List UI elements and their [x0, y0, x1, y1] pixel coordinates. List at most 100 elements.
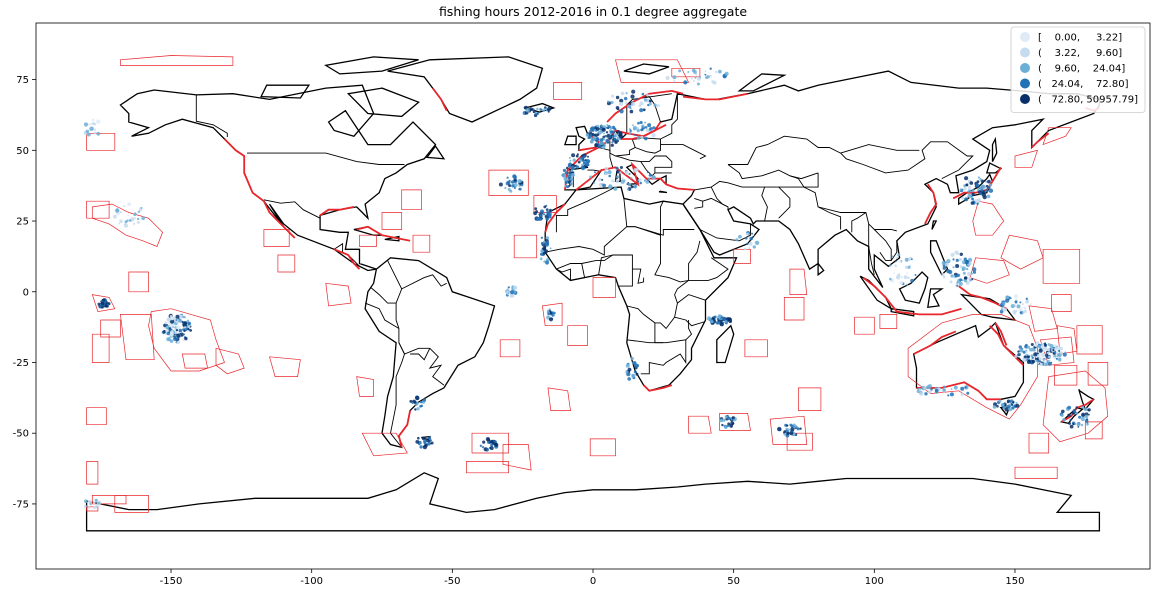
fishing-point [590, 140, 594, 144]
fishing-point [955, 274, 958, 278]
fishing-point [732, 422, 735, 425]
fishing-point [506, 290, 509, 294]
fishing-point [542, 252, 546, 255]
fishing-point [1043, 343, 1048, 347]
fishing-point [543, 213, 546, 216]
fishing-point [1010, 403, 1014, 406]
fishing-cluster-trindade [505, 285, 518, 298]
fishing-point [580, 156, 584, 160]
fishing-point [1015, 403, 1020, 408]
fishing-point [1018, 353, 1021, 356]
fishing-point [1044, 362, 1049, 367]
eez-samoa [100, 319, 121, 338]
axes: -150 -100 -50 0 50 100 150 75 50 25 0 -25 -50 -75 [13, 75, 1025, 587]
fishing-point [182, 316, 185, 319]
fishing-point [709, 67, 712, 70]
fishing-point [542, 108, 546, 112]
fishing-point [97, 302, 101, 306]
fishing-point [1038, 357, 1042, 361]
fishing-point [594, 128, 597, 131]
fishing-point [894, 264, 897, 268]
fishing-point [1078, 415, 1082, 419]
fishing-point [794, 425, 798, 428]
fishing-point [988, 188, 994, 193]
fishing-point [894, 260, 897, 263]
fishing-point [1030, 354, 1034, 358]
fishing-point [890, 255, 893, 258]
fishing-point [926, 385, 931, 390]
fishing-point [777, 426, 782, 432]
fishing-point [1064, 351, 1067, 354]
fishing-point [965, 183, 969, 187]
fishing-point [959, 278, 963, 282]
eez-pitcairn [215, 347, 245, 375]
fishing-point [979, 178, 982, 181]
fishing-point [539, 108, 543, 111]
fishing-point [647, 123, 652, 128]
eez-kuril [1014, 149, 1039, 168]
land-novaya-zemlya [737, 73, 787, 92]
fishing-point [561, 173, 567, 178]
fishing-point [999, 309, 1004, 314]
fishing-point [96, 119, 101, 124]
fishing-point [964, 277, 967, 280]
fishing-point [124, 220, 128, 224]
fishing-point [182, 322, 187, 327]
fishing-point [724, 71, 729, 76]
fishing-point [411, 402, 414, 404]
fishing-point [619, 134, 623, 139]
fishing-point [1021, 303, 1024, 306]
fishing-point [429, 439, 432, 442]
eez-coast-pacific-isl [958, 285, 1007, 310]
x-tick-label: -100 [300, 576, 323, 587]
eez-coast-aus-north [913, 330, 957, 355]
fishing-point [969, 279, 972, 282]
fishing-point [1025, 297, 1029, 300]
fishing-point [91, 122, 95, 126]
eez-vanuatu [1056, 325, 1078, 355]
fishing-point [587, 155, 589, 158]
fishing-point [133, 222, 136, 225]
fishing-point [536, 113, 539, 116]
fishing-point [83, 122, 89, 127]
eez-amsterdam [798, 387, 822, 411]
fishing-point [1047, 343, 1051, 346]
fishing-point [544, 260, 550, 265]
fishing-point [544, 106, 547, 109]
eez-revillagigedo [263, 229, 290, 247]
fishing-cluster-baltic [628, 120, 656, 141]
border-me-3 [702, 197, 729, 210]
fishing-point [567, 165, 570, 168]
fishing-point [629, 109, 634, 114]
fishing-point [899, 280, 904, 285]
eez-coast-morocco [544, 203, 566, 233]
eez-cape-verde [513, 234, 538, 259]
fishing-point [518, 188, 520, 191]
fishing-point [934, 388, 939, 393]
fishing-point [596, 137, 600, 141]
fishing-point [511, 180, 515, 184]
fishing-point [1034, 343, 1038, 347]
fishing-point [918, 388, 922, 392]
fishing-point [539, 257, 543, 261]
border-af-13 [598, 254, 613, 275]
fishing-point [907, 276, 910, 280]
fishing-point [956, 284, 959, 287]
fishing-point [751, 232, 753, 235]
fishing-point [987, 186, 991, 189]
fishing-point [615, 106, 620, 110]
fishing-point [1055, 351, 1058, 355]
legend-marker [1020, 47, 1030, 58]
fishing-point [597, 133, 600, 136]
fishing-point [1016, 304, 1021, 309]
legend-box [1010, 26, 1146, 113]
fishing-point [567, 176, 571, 180]
fishing-point [1047, 348, 1051, 352]
fishing-point [1057, 349, 1060, 352]
border-me-1 [694, 180, 804, 191]
fishing-point [786, 431, 790, 435]
fishing-point [186, 319, 190, 323]
land-new-guinea [959, 293, 1017, 321]
fishing-point [961, 279, 964, 282]
